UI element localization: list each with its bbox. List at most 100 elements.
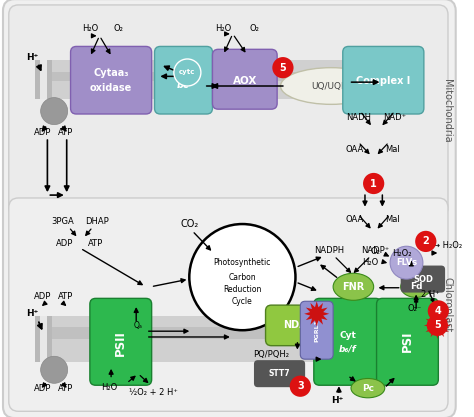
Text: PGRL1: PGRL1 <box>314 319 319 342</box>
Text: Pc: Pc <box>362 384 374 393</box>
Text: 2: 2 <box>422 236 429 246</box>
FancyBboxPatch shape <box>9 5 448 217</box>
Text: Complex I: Complex I <box>356 76 410 86</box>
Text: 5: 5 <box>280 63 286 73</box>
Text: Reduction: Reduction <box>223 285 262 294</box>
Text: CO₂: CO₂ <box>180 219 199 229</box>
Ellipse shape <box>351 379 385 398</box>
Text: NAD⁺: NAD⁺ <box>383 113 407 122</box>
FancyBboxPatch shape <box>71 46 152 114</box>
Text: H⁺: H⁺ <box>26 309 38 318</box>
FancyBboxPatch shape <box>343 46 424 114</box>
Text: O₂: O₂ <box>371 246 381 256</box>
Text: NDA2: NDA2 <box>283 320 313 330</box>
Text: H₂O: H₂O <box>101 383 117 392</box>
Circle shape <box>363 173 384 194</box>
FancyBboxPatch shape <box>90 299 152 385</box>
Circle shape <box>41 356 68 383</box>
Text: ADP: ADP <box>34 292 51 301</box>
Text: OAA: OAA <box>345 215 364 224</box>
Text: 3PGA: 3PGA <box>52 217 74 226</box>
Text: Mal: Mal <box>384 145 400 154</box>
Polygon shape <box>424 312 451 339</box>
Text: PQ/PQH₂: PQ/PQH₂ <box>253 350 289 359</box>
Text: bc: bc <box>177 80 190 90</box>
Circle shape <box>41 98 68 125</box>
Circle shape <box>415 231 437 252</box>
Circle shape <box>428 300 449 322</box>
Text: AOX: AOX <box>233 76 257 86</box>
Circle shape <box>427 315 448 336</box>
Text: O₂: O₂ <box>114 24 124 33</box>
Text: Mitochondria: Mitochondria <box>442 79 452 143</box>
Text: Cyt: Cyt <box>174 67 192 77</box>
Bar <box>35 327 421 339</box>
Text: FNR: FNR <box>342 282 365 292</box>
FancyBboxPatch shape <box>9 198 448 411</box>
Text: 3: 3 <box>297 381 304 391</box>
Text: Cytaa₃: Cytaa₃ <box>93 68 129 78</box>
Circle shape <box>272 57 293 78</box>
Bar <box>40 316 47 362</box>
Text: Photosynthetic: Photosynthetic <box>214 258 271 267</box>
Text: ADP: ADP <box>34 128 51 137</box>
Text: 5: 5 <box>434 320 441 330</box>
Text: 1: 1 <box>370 178 377 188</box>
Text: → H₂O₂: → H₂O₂ <box>433 241 463 250</box>
Text: H₂O: H₂O <box>215 24 231 33</box>
FancyBboxPatch shape <box>401 266 445 293</box>
Text: 2 H⁺: 2 H⁺ <box>421 290 440 299</box>
Polygon shape <box>304 301 329 327</box>
Text: cytc: cytc <box>179 70 196 75</box>
FancyBboxPatch shape <box>314 299 382 385</box>
Text: NADP⁺: NADP⁺ <box>362 246 390 255</box>
Text: ½O₂ + 2 H⁺: ½O₂ + 2 H⁺ <box>129 389 178 397</box>
Text: ATP: ATP <box>58 384 73 393</box>
Text: PSII: PSII <box>114 330 127 356</box>
Text: FLVs: FLVs <box>396 258 417 267</box>
Text: O₂⁻: O₂⁻ <box>407 304 421 312</box>
Text: NADPH: NADPH <box>314 246 344 255</box>
Text: SOD: SOD <box>413 274 433 284</box>
FancyBboxPatch shape <box>301 301 333 359</box>
Bar <box>35 60 52 98</box>
Text: OAA: OAA <box>345 145 364 154</box>
Text: O₂: O₂ <box>249 24 259 33</box>
Circle shape <box>189 224 295 330</box>
Ellipse shape <box>401 276 432 297</box>
FancyBboxPatch shape <box>155 46 212 114</box>
Text: oxidase: oxidase <box>90 83 132 93</box>
Bar <box>35 72 421 81</box>
Bar <box>35 60 421 98</box>
Text: ADP: ADP <box>34 384 51 393</box>
Text: H₂O₂: H₂O₂ <box>392 249 411 258</box>
Text: Fd: Fd <box>410 282 422 291</box>
FancyBboxPatch shape <box>254 360 305 387</box>
Bar <box>40 60 47 98</box>
Text: H₂O: H₂O <box>82 24 98 33</box>
Text: Cycle: Cycle <box>232 297 253 306</box>
Text: H⁺: H⁺ <box>26 53 38 62</box>
Ellipse shape <box>333 273 374 300</box>
Text: 4: 4 <box>435 306 442 316</box>
FancyBboxPatch shape <box>3 0 456 417</box>
Circle shape <box>290 376 311 397</box>
Text: b₆/f: b₆/f <box>339 344 356 353</box>
Text: NADH: NADH <box>346 113 371 122</box>
Text: Mal: Mal <box>384 215 400 224</box>
Text: Cyt: Cyt <box>339 331 356 339</box>
Text: ADP: ADP <box>56 239 73 248</box>
Text: ATP: ATP <box>58 292 73 301</box>
Text: Chloroplast: Chloroplast <box>442 276 452 332</box>
FancyBboxPatch shape <box>212 49 277 109</box>
Circle shape <box>390 246 423 279</box>
Text: H₂O: H₂O <box>362 258 378 267</box>
Bar <box>35 316 421 362</box>
Text: ATP: ATP <box>58 128 73 137</box>
Text: DHAP: DHAP <box>85 217 109 226</box>
Text: H⁺: H⁺ <box>331 396 343 405</box>
FancyBboxPatch shape <box>265 305 330 346</box>
Text: Carbon: Carbon <box>228 273 256 281</box>
Text: ATP: ATP <box>88 239 103 248</box>
Text: Qₐ: Qₐ <box>134 321 143 330</box>
